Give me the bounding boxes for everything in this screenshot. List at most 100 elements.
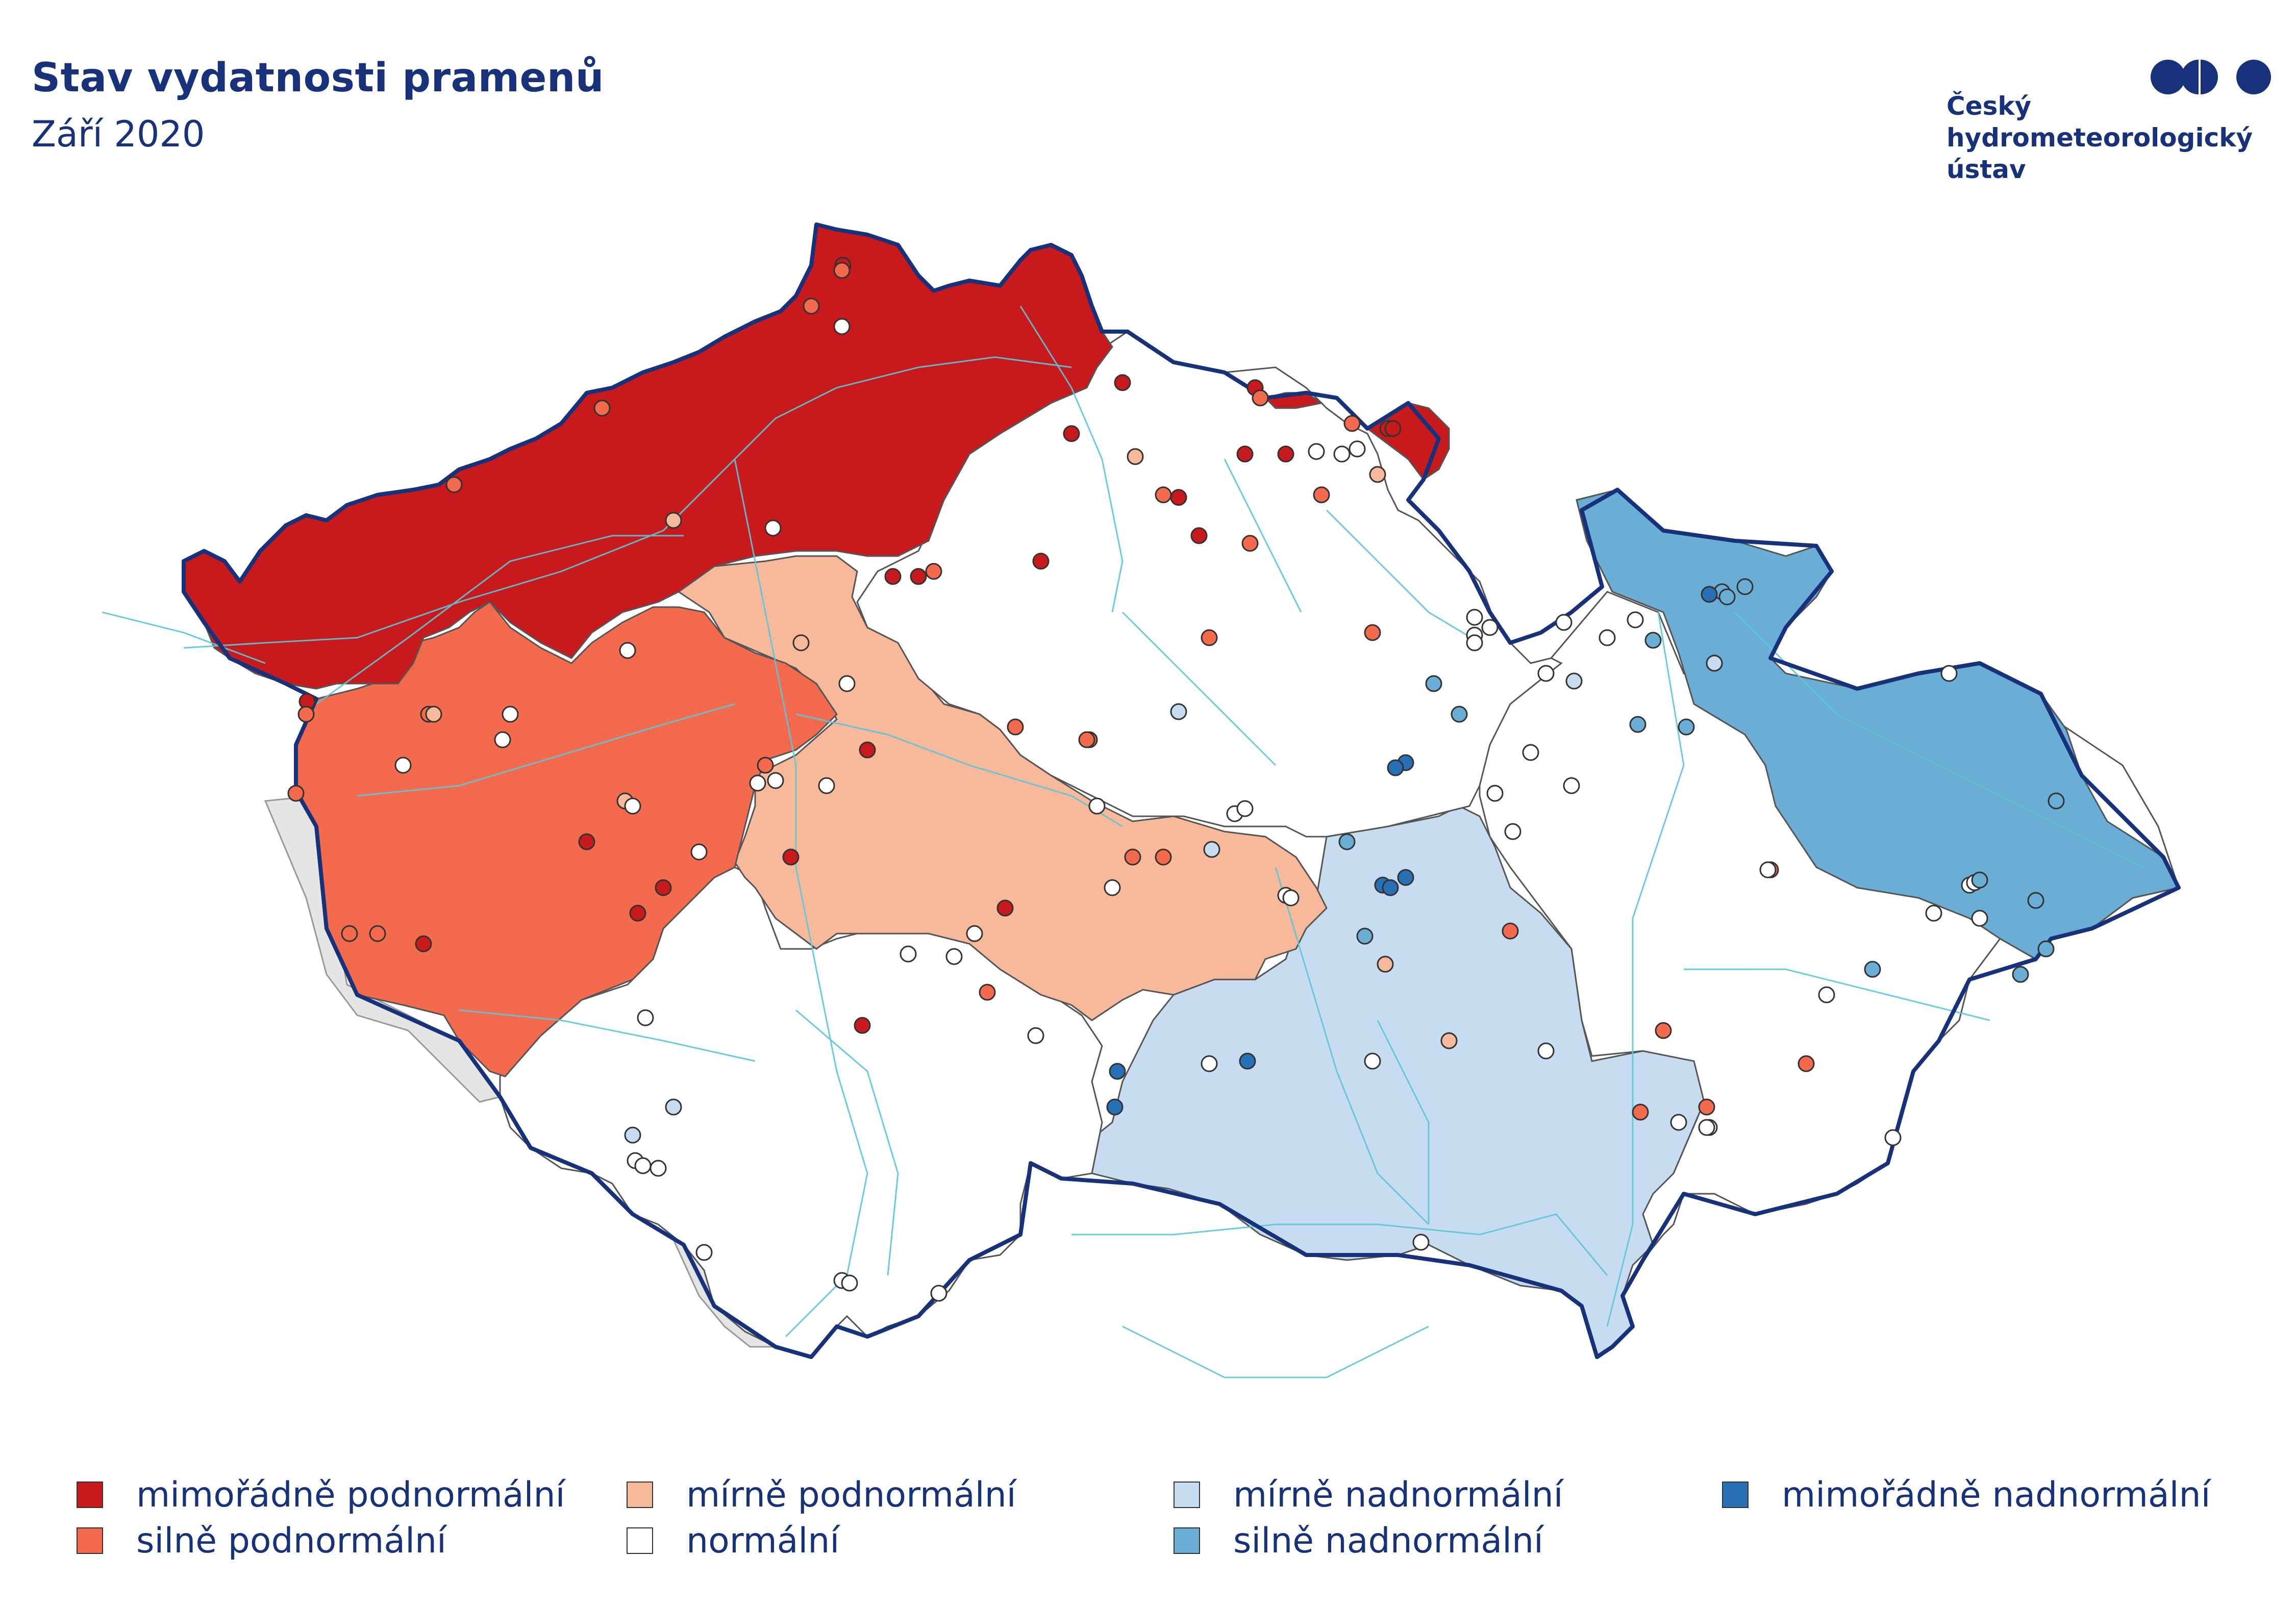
spring-marker-strong-above (1629, 716, 1646, 733)
spring-marker-normal (1466, 634, 1483, 651)
spring-marker-normal (749, 774, 766, 792)
legend-label: mimořádně nadnormální (1782, 1474, 2211, 1515)
spring-marker-extreme-below (910, 568, 927, 585)
spring-marker-mild-above (1170, 703, 1187, 720)
map-subtitle: Září 2020 (32, 113, 205, 155)
spring-marker-extreme-above (1382, 879, 1399, 896)
spring-marker-normal (1466, 609, 1483, 626)
spring-marker-normal (1364, 1052, 1381, 1070)
spring-marker-extreme-below (1170, 489, 1187, 506)
spring-marker-normal (1201, 1055, 1218, 1072)
spring-marker-normal (767, 772, 784, 789)
spring-marker-extreme-above (1106, 1098, 1124, 1116)
springs (287, 257, 2065, 1302)
spring-marker-strong-below (1124, 848, 1141, 866)
river-sazava (795, 713, 1123, 827)
spring-marker-normal (1282, 889, 1300, 907)
spring-marker-extreme-below (1063, 425, 1080, 442)
spring-marker-extreme-above (1239, 1052, 1256, 1070)
spring-marker-normal (1412, 1234, 1430, 1251)
spring-marker-normal (1698, 1119, 1715, 1136)
spring-marker-strong-below (757, 757, 774, 774)
legend-item-normal: normální (627, 1520, 839, 1561)
regions (183, 223, 2180, 1359)
legend-label: silně podnormální (136, 1520, 446, 1561)
spring-marker-normal (634, 1157, 652, 1174)
legend-item-extreme-below: mimořádně podnormální (77, 1474, 565, 1515)
spring-marker-strong-above (1425, 675, 1442, 692)
spring-marker-normal (1884, 1129, 1902, 1146)
spring-marker-strong-below (1155, 486, 1172, 504)
spring-marker-normal (1563, 777, 1580, 794)
spring-marker-normal (1555, 614, 1573, 631)
spring-marker-strong-below (1252, 389, 1269, 407)
spring-marker-normal (966, 925, 983, 942)
river-vltava (734, 459, 868, 1338)
spring-marker-strong-above (2027, 892, 2044, 909)
spring-marker-normal (764, 519, 782, 537)
spring-marker-mild-above (1565, 672, 1583, 690)
river-upa (1224, 459, 1302, 613)
river-polish (1377, 1020, 1430, 1224)
country-border (182, 222, 2181, 1359)
spring-marker-normal (1670, 1114, 1687, 1131)
spring-marker-strong-below (1155, 848, 1172, 866)
spring-marker-normal (1236, 800, 1254, 817)
river-svratka (1275, 867, 1430, 1225)
spring-marker-mild-below (425, 706, 442, 723)
spring-marker-strong-above (2012, 966, 2029, 983)
spring-marker-extreme-below (782, 848, 800, 866)
spring-marker-mild-below (1369, 466, 1386, 483)
spring-marker-normal (833, 318, 851, 335)
spring-marker-extreme-above (1387, 759, 1404, 776)
spring-marker-normal (1349, 440, 1366, 458)
legend-label: mimořádně podnormální (136, 1474, 565, 1515)
spring-marker-extreme-below (578, 833, 595, 850)
spring-marker-normal (650, 1160, 667, 1177)
spring-marker-extreme-above (1109, 1063, 1126, 1080)
spring-marker-strong-below (1502, 922, 1519, 940)
river-orlice (1326, 509, 1480, 644)
spring-marker-normal (624, 797, 641, 815)
legend-swatch-normal (627, 1527, 653, 1554)
river-berounka (357, 703, 735, 797)
spring-marker-strong-above (1451, 706, 1468, 723)
spring-marker-extreme-above (1701, 586, 1718, 603)
spring-marker-strong-below (297, 706, 315, 723)
spring-marker-normal (1522, 744, 1539, 761)
spring-marker-normal (619, 642, 636, 659)
spring-marker-strong-below (1241, 535, 1259, 552)
spring-marker-strong-below (341, 925, 358, 942)
legend-swatch-strong-below (77, 1527, 103, 1554)
spring-marker-mild-below (1440, 1032, 1458, 1049)
spring-marker-strong-below (445, 476, 463, 493)
river-jizera (1019, 306, 1124, 613)
legend-item-mild-below: mírně podnormální (627, 1474, 1016, 1515)
spring-marker-extreme-below (629, 905, 646, 922)
legend-label: mírně podnormální (686, 1474, 1016, 1515)
spring-marker-normal (1504, 823, 1521, 840)
spring-marker-strong-below (979, 984, 996, 1001)
spring-marker-strong-above (1356, 927, 1374, 945)
spring-marker-extreme-below (996, 899, 1014, 917)
spring-marker-normal (502, 706, 519, 723)
spring-marker-strong-above (2037, 940, 2055, 958)
spring-marker-strong-below (1201, 629, 1218, 646)
spring-marker-extreme-below (415, 935, 432, 952)
spring-marker-strong-above (1644, 632, 1662, 649)
legend-label: silně nadnormální (1233, 1520, 1543, 1561)
legend-swatch-strong-above (1174, 1527, 1200, 1554)
chmi-logo: Český hydrometeorologický ústav (1946, 59, 2273, 191)
spring-marker-strong-below (1007, 718, 1024, 736)
spring-marker-strong-below (833, 262, 851, 279)
spring-marker-strong-below (1364, 624, 1381, 641)
legend-item-strong-below: silně podnormální (77, 1520, 446, 1561)
spring-marker-normal (1308, 443, 1325, 460)
spring-marker-strong-below (287, 785, 305, 802)
river-dyje (1071, 1213, 1608, 1276)
legend-item-strong-above: silně nadnormální (1174, 1520, 1543, 1561)
river-labe (183, 356, 1072, 649)
river-ohre (316, 535, 684, 705)
river-odra (1734, 611, 2143, 868)
